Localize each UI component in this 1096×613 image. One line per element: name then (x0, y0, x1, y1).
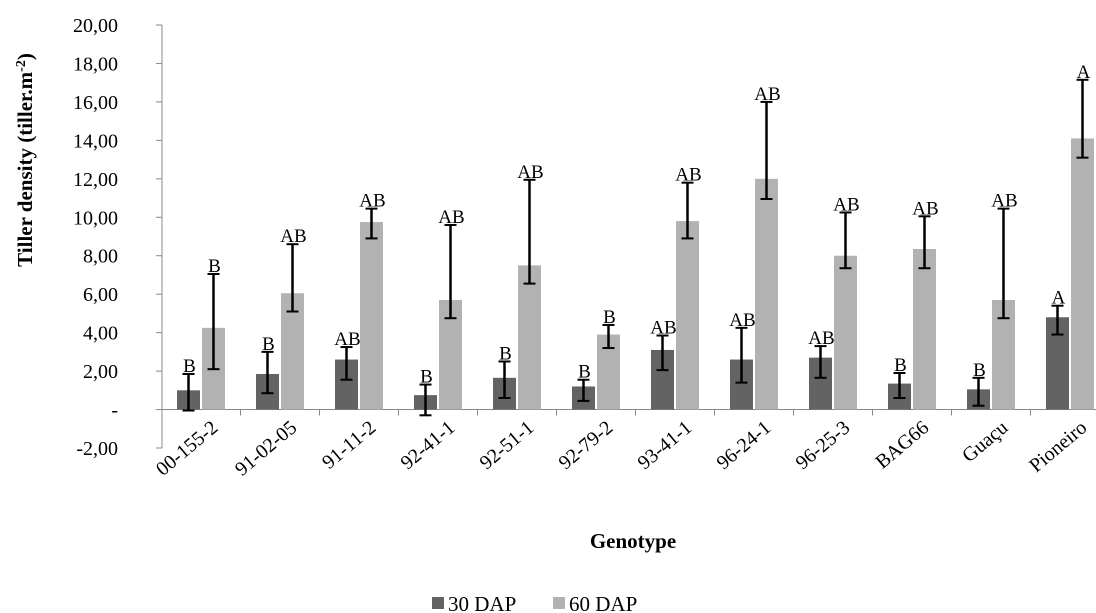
x-tick-label: 96-25-3 (792, 417, 855, 475)
significance-label: AB (833, 194, 859, 215)
bar-60dap (518, 265, 541, 410)
significance-label: AB (912, 198, 938, 219)
x-tick-label: Pioneiro (1025, 417, 1091, 477)
y-tick-label: 14,00 (73, 130, 118, 152)
y-tick-label: -2,00 (76, 438, 118, 460)
bar-30dap (335, 359, 358, 410)
bar-60dap (992, 299, 1015, 410)
significance-label: B (499, 343, 512, 364)
y-tick-label: 12,00 (73, 169, 118, 191)
y-tick-label: - (111, 400, 118, 422)
significance-label: B (420, 367, 433, 388)
significance-label: A (1077, 62, 1091, 83)
bar-30dap (730, 359, 753, 410)
significance-label: AB (808, 328, 834, 349)
legend-label: 30 DAP (448, 592, 516, 613)
x-axis-title: Genotype (590, 529, 676, 553)
significance-label: B (262, 334, 275, 355)
bar-60dap (913, 248, 936, 410)
significance-label: AB (991, 191, 1017, 212)
x-tick-label: BAG66 (871, 417, 933, 474)
y-tick-label: 6,00 (83, 284, 118, 306)
x-tick-label: 91-02-05 (231, 417, 301, 481)
y-tick-label: 20,00 (73, 15, 118, 37)
legend-swatch (553, 597, 565, 609)
significance-label: AB (729, 310, 755, 331)
significance-label: AB (438, 207, 464, 228)
significance-label: AB (650, 318, 676, 339)
significance-label: AB (280, 226, 306, 247)
bar-60dap (676, 221, 699, 410)
bar-30dap (809, 357, 832, 410)
x-tick-label: 91-11-2 (318, 417, 380, 474)
significance-label: B (208, 256, 221, 277)
bar-60dap (597, 334, 620, 410)
significance-label: AB (675, 165, 701, 186)
legend: 30 DAP 60 DAP (432, 592, 637, 613)
x-tick-label: 96-24-1 (713, 417, 776, 475)
y-tick-label: 16,00 (73, 92, 118, 114)
bar-60dap (1071, 138, 1094, 410)
significance-label: AB (334, 329, 360, 350)
y-tick-label: 4,00 (83, 323, 118, 345)
plot-area: -2,00-2,004,006,008,0010,0012,0014,0016,… (73, 15, 1096, 481)
significance-label: AB (517, 162, 543, 183)
y-axis-title: Tiller density (tiller.m-2) (13, 53, 37, 267)
legend-swatch (432, 597, 444, 609)
y-tick-label: 2,00 (83, 361, 118, 383)
bar-60dap (439, 299, 462, 410)
bar-30dap (1046, 317, 1069, 410)
significance-label: B (183, 356, 196, 377)
x-tick-label: 92-79-2 (555, 417, 618, 475)
x-tick-label: 92-41-1 (397, 417, 460, 475)
significance-label: AB (754, 84, 780, 105)
x-tick-label: Guaçu (958, 417, 1012, 467)
bar-30dap (651, 349, 674, 410)
significance-label: B (894, 355, 907, 376)
y-tick-label: 8,00 (83, 246, 118, 268)
significance-label: B (603, 307, 616, 328)
bar-60dap (360, 222, 383, 410)
significance-label: A (1052, 288, 1066, 309)
y-tick-label: 18,00 (73, 53, 118, 75)
x-tick-label: 93-41-1 (634, 417, 697, 475)
significance-label: B (578, 362, 591, 383)
y-tick-label: 10,00 (73, 207, 118, 229)
bar-60dap (755, 178, 778, 410)
legend-label: 60 DAP (569, 592, 637, 613)
bar-60dap (834, 255, 857, 410)
bar-60dap (281, 293, 304, 410)
significance-label: B (973, 360, 986, 381)
x-tick-label: 92-51-1 (476, 417, 539, 475)
significance-label: AB (359, 191, 385, 212)
